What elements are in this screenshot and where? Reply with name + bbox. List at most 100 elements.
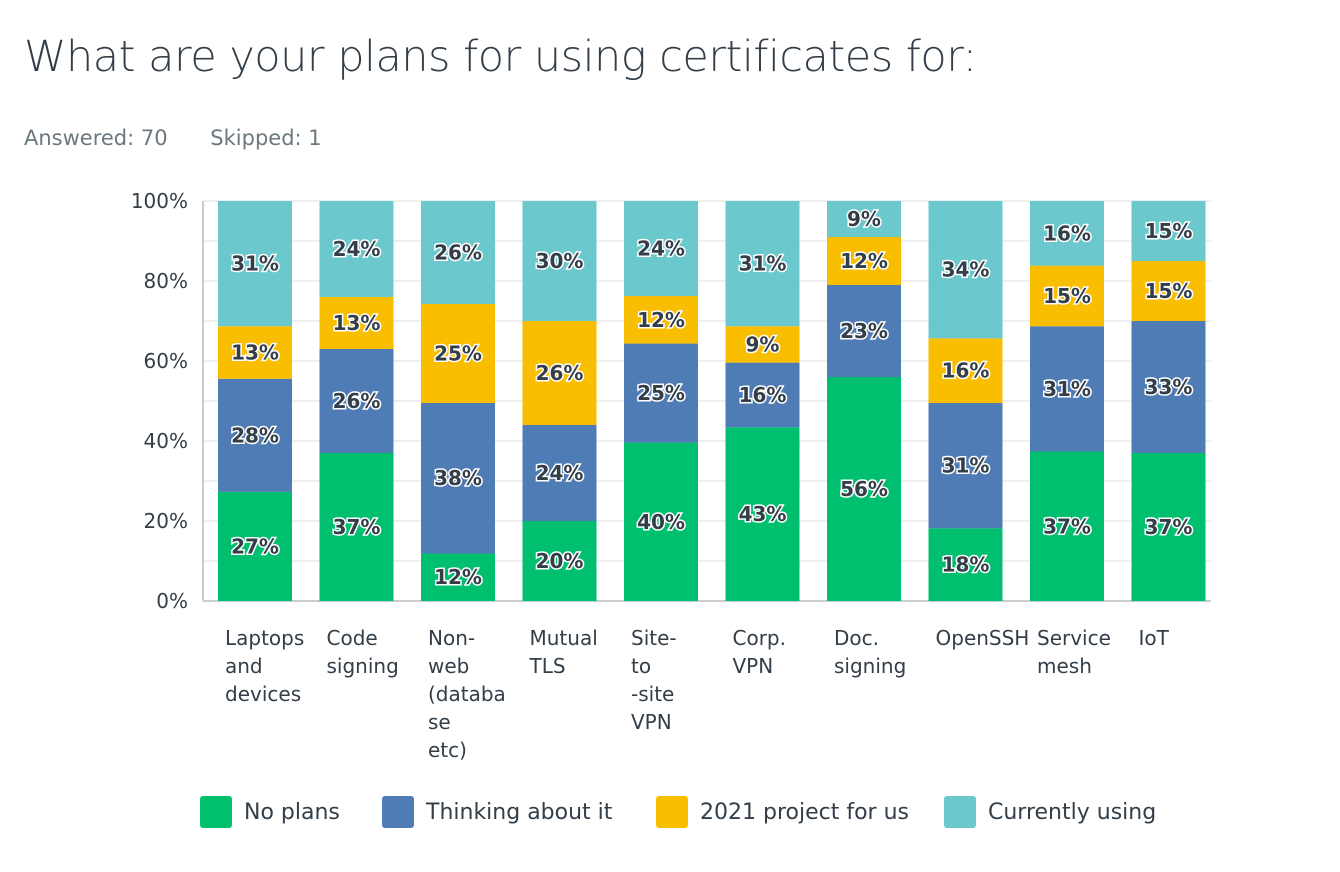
skipped-count: Skipped: 1 [210,126,322,150]
data-label: 26% [434,240,482,264]
legend-item: Currently using [944,796,1156,828]
legend-swatch [382,796,414,828]
data-label: 18% [942,553,990,577]
bar-segment [421,303,495,403]
data-label: 33% [1145,375,1193,399]
category-label: IoT [1138,626,1169,650]
bar-segment [624,201,698,297]
legend-item: No plans [200,796,340,828]
data-label: 30% [536,249,584,273]
data-label: 31% [1043,377,1091,401]
bar-segment [421,553,495,601]
data-label: 24% [536,461,584,485]
bar-segment [421,402,495,554]
bar-segment [827,237,901,285]
legend-label: 2021 project for us [700,799,909,825]
bar-segment [522,321,597,425]
bar-segment [725,362,800,428]
data-label: 43% [739,502,787,526]
data-label: 15% [1145,219,1193,243]
category-label: Site-to -site VPN [631,626,677,734]
bar-segment [319,297,394,349]
category-label: Laptops and devices [225,626,305,706]
bar-segment [218,201,292,327]
bar-segment [928,338,1003,404]
data-label: 26% [333,389,381,413]
data-label: 37% [1145,515,1193,539]
data-label: 25% [434,341,482,365]
data-label: 31% [739,252,787,276]
bar-segment [1030,265,1104,327]
bar-segment [928,403,1003,529]
bar-segment [1131,321,1206,453]
data-label: 24% [637,237,685,261]
legend-label: Thinking about it [426,799,613,825]
bar-segment [928,528,1003,601]
bar-segment [319,349,394,453]
y-tick-label: 80% [144,269,188,293]
data-label: 26% [536,361,584,385]
data-label: 37% [333,515,381,539]
bar-segment [624,442,698,601]
data-label: 31% [942,454,990,478]
data-label: 16% [1043,221,1091,245]
bar-segment [1131,261,1206,321]
legend-swatch [656,796,688,828]
y-tick-label: 20% [144,509,188,533]
bar-segment [1131,201,1206,261]
data-label: 31% [231,252,279,276]
data-label: 12% [840,249,888,273]
legend-item: Thinking about it [382,796,612,828]
data-label: 27% [231,534,279,558]
bar-segment [928,201,1003,339]
bar-segment [1030,326,1104,452]
data-label: 34% [942,258,990,282]
legend-item: 2021 project for us [656,796,909,828]
bar-segment [319,453,394,601]
bar-segment [725,326,800,363]
data-label: 15% [1043,284,1091,308]
category-label: Doc. signing [834,626,907,678]
category-label: Non-web (databa se etc) [428,626,506,762]
y-tick-label: 100% [131,189,188,213]
data-label: 16% [942,359,990,383]
bar-segment [827,285,901,377]
y-tick-label: 0% [156,589,188,613]
data-label: 38% [434,466,482,490]
data-label: 12% [434,565,482,589]
bar-segment [319,201,394,297]
bar-segment [624,343,698,443]
bar-segment [725,427,800,601]
bar-segment [522,521,597,601]
category-label: Mutual TLS [529,626,598,678]
data-label: 9% [746,332,780,356]
legend-swatch [944,796,976,828]
data-label: 37% [1043,514,1091,538]
y-tick-label: 60% [144,349,188,373]
bar-segment [522,425,597,521]
legend-label: No plans [244,799,340,825]
bar-segment [522,201,597,321]
data-label: 13% [333,311,381,335]
bar-segment [827,201,901,237]
bar-segment [1131,453,1206,601]
data-label: 12% [637,308,685,332]
data-label: 23% [840,319,888,343]
data-label: 28% [231,423,279,447]
data-label: 9% [847,207,881,231]
data-label: 24% [333,237,381,261]
bar-segment [827,377,901,601]
data-label: 25% [637,381,685,405]
legend-label: Currently using [988,799,1157,825]
data-label: 16% [739,383,787,407]
answered-count: Answered: 70 [24,126,168,150]
bar-segment [1030,451,1104,601]
y-tick-label: 40% [144,429,188,453]
data-label: 40% [637,510,685,534]
data-label: 56% [840,477,888,501]
bar-segment [218,326,292,379]
bar-segment [1030,201,1104,266]
bar-segment [624,296,698,344]
category-label: Service mesh [1037,626,1111,678]
